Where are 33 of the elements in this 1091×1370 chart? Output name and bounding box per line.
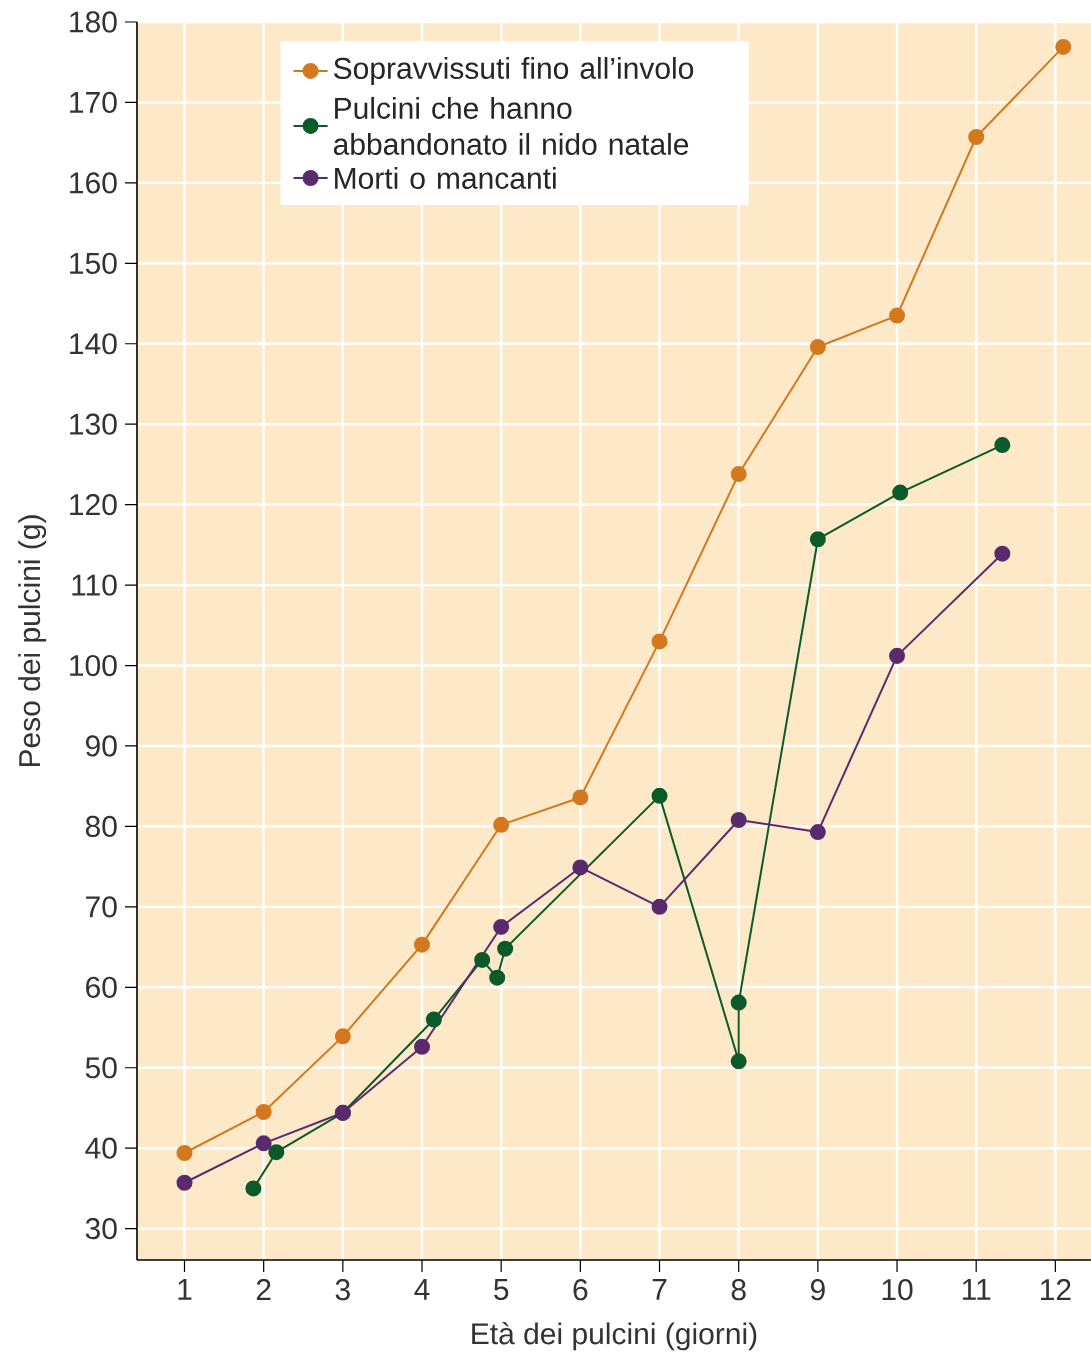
x-tick-label: 3 <box>335 1279 350 1301</box>
x-tick-label: 11 <box>962 1279 991 1300</box>
y-tick-label: 120 <box>70 494 117 516</box>
y-tick-label: 90 <box>85 735 117 757</box>
y-axis-title: Peso dei pulcini (g) <box>18 515 47 767</box>
x-tick-label: 12 <box>1040 1279 1071 1301</box>
legend-label: Pulcini che hanno abbandonato il nido natale <box>333 96 689 155</box>
x-tick-label: 4 <box>414 1279 430 1300</box>
y-tick-label: 150 <box>70 252 117 274</box>
y-tick-label: 110 <box>72 574 117 596</box>
x-tick-label: 2 <box>256 1279 271 1301</box>
x-tick-label: 8 <box>731 1279 746 1301</box>
legend-label: Sopravvissuti fino all’involo <box>333 56 694 85</box>
x-tick-label: 5 <box>494 1279 509 1300</box>
y-tick-label: 100 <box>70 654 117 677</box>
x-tick-label: 9 <box>810 1279 825 1301</box>
y-tick-label: 70 <box>86 896 117 918</box>
x-tick-label: 1 <box>178 1279 192 1300</box>
x-tick-label: 10 <box>882 1279 913 1301</box>
y-tick-label: 130 <box>70 413 117 435</box>
y-tick-label: 160 <box>70 172 117 194</box>
y-tick-label: 80 <box>85 815 117 838</box>
x-axis-title: Età dei pulcini (giorni) <box>472 1322 757 1351</box>
y-tick-label: 140 <box>70 333 117 355</box>
y-tick-label: 50 <box>85 1057 117 1079</box>
y-tick-label: 170 <box>70 91 117 114</box>
x-tick-label: 6 <box>573 1279 588 1301</box>
y-tick-label: 180 <box>70 11 117 33</box>
x-tick-label: 7 <box>652 1279 667 1300</box>
legend-label: Morti o mancanti <box>335 166 556 189</box>
y-tick-label: 30 <box>85 1217 117 1240</box>
y-tick-label: 40 <box>85 1137 117 1159</box>
y-tick-label: 60 <box>86 976 117 998</box>
